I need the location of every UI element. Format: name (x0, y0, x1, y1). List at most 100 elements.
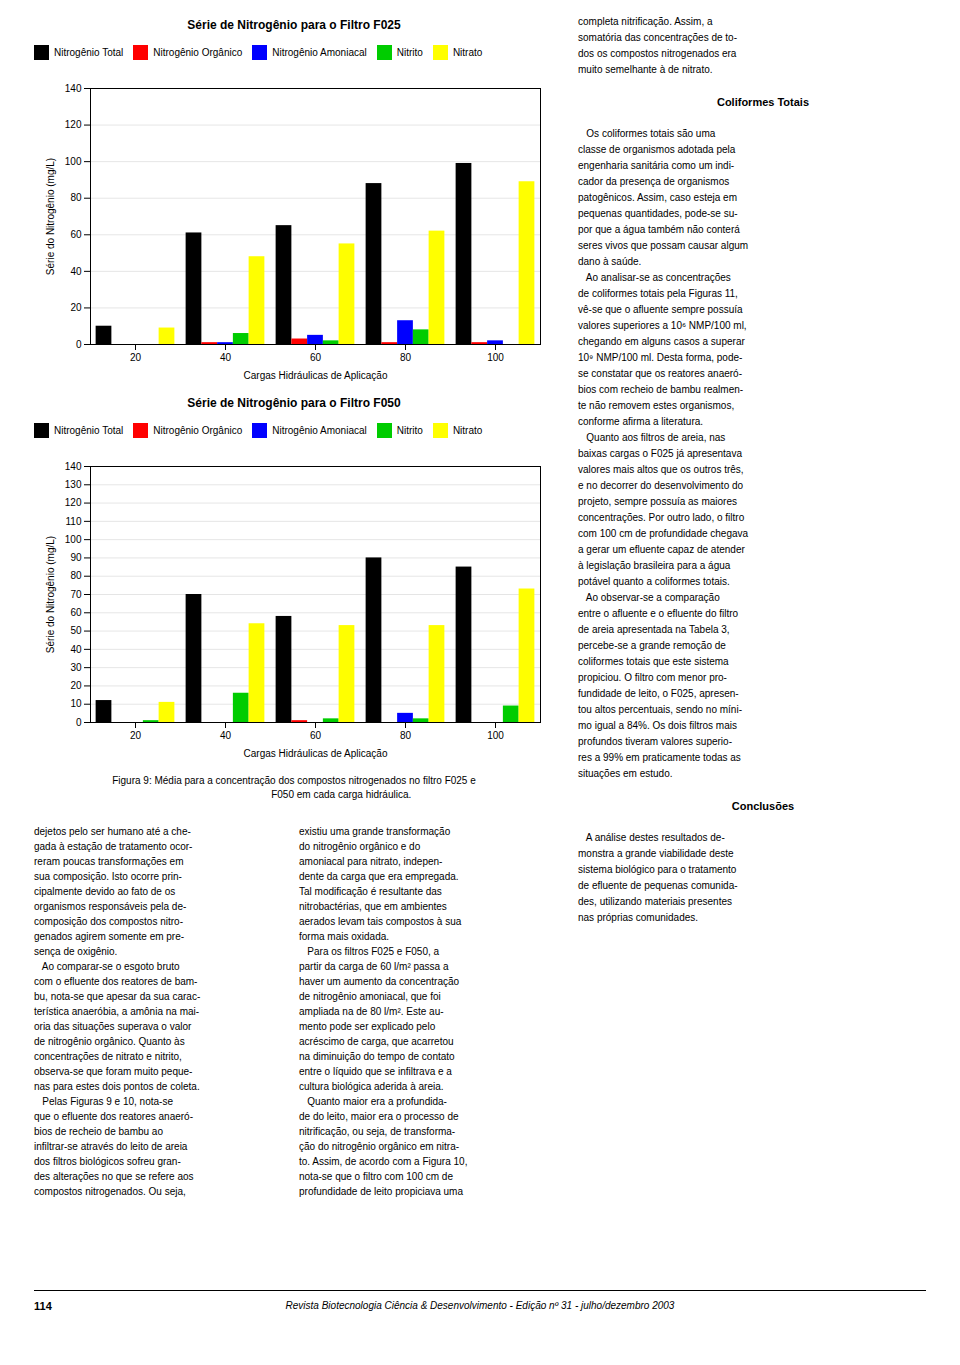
html-text:forma mais oxidada.: forma mais oxidada. (299, 931, 389, 942)
html-text:des alterações no que se refer: des alterações no que se refere aos (34, 1171, 194, 1182)
html-text:organismos responsáveis pela d: organismos responsáveis pela de- (34, 901, 187, 912)
html-text:de nitrogênio amoniacal, que f: de nitrogênio amoniacal, que foi (299, 991, 441, 1002)
html-text:dejetos pelo ser humano até a: dejetos pelo ser humano até a che- (34, 826, 191, 837)
svg-text:50: 50 (70, 625, 82, 636)
svg-text:10: 10 (70, 698, 82, 709)
html-text:acréscimo de carga, que acarre: acréscimo de carga, que acarretou (299, 1036, 454, 1047)
html-text:Nitrato: Nitrato (452, 425, 483, 436)
svg-text:100: 100 (65, 534, 82, 545)
html-text:observa-se que foram muito peq: observa-se que foram muito peque- (34, 1066, 193, 1077)
html-text:Nitrogênio Amoniacal: Nitrogênio Amoniacal (272, 47, 367, 58)
html-text:composição dos compostos nitro: composição dos compostos nitro- (34, 916, 183, 927)
svg-text:60: 60 (310, 730, 322, 741)
svg-text:20: 20 (70, 680, 82, 691)
html-text:partir da carga de 60 l/m² pas: partir da carga de 60 l/m² passa a (299, 961, 449, 972)
html-text:Coliformes Totais: Coliformes Totais (717, 96, 809, 108)
svg-text:80: 80 (70, 570, 82, 581)
html-text:cultura biológica aderida à ar: cultura biológica aderida à areia. (299, 1081, 444, 1092)
html-text:compostos nitrogenados. Ou sej: compostos nitrogenados. Ou seja, (34, 1186, 186, 1197)
svg-text:110: 110 (66, 516, 82, 527)
svg-text:40: 40 (220, 352, 232, 363)
html-text:genados agirem somente em pre-: genados agirem somente em pre- (34, 931, 185, 942)
html-text:que o efluente dos reatores an: que o efluente dos reatores anaeró- (34, 1111, 193, 1122)
html-text:ção do nitrogênio orgânico em: ção do nitrogênio orgânico em nitra- (299, 1141, 460, 1152)
html-text:Nitrogênio Amoniacal: Nitrogênio Amoniacal (272, 425, 367, 436)
html-text:entre o líquido que se infiltr: entre o líquido que se infiltrava e a (299, 1066, 452, 1077)
html-text:Nitrogênio Orgânico: Nitrogênio Orgânico (153, 47, 243, 58)
svg-text:0: 0 (76, 717, 82, 728)
svg-text:130: 130 (65, 479, 82, 490)
html-text:reram poucas transformações em: reram poucas transformações em (34, 856, 184, 867)
html-text:dente da carga que era emprega: dente da carga que era empregada. (299, 871, 459, 882)
html-text:bios de recheio de bambu ao: bios de recheio de bambu ao (34, 1126, 163, 1137)
svg-text:100: 100 (487, 352, 504, 363)
html-text:114: 114 (34, 1300, 52, 1312)
html-text:do nitrogênio orgânico e do: do nitrogênio orgânico e do (299, 841, 421, 852)
svg-text:Série do Nitrogênio (mg/L): Série do Nitrogênio (mg/L) (45, 158, 56, 275)
html-text:sua composição. Isto ocorre pr: sua composição. Isto ocorre prin- (34, 871, 182, 882)
svg-text:60: 60 (310, 352, 322, 363)
svg-text:Série do Nitrogênio (mg/L): Série do Nitrogênio (mg/L) (45, 536, 56, 653)
svg-text:80: 80 (400, 730, 412, 741)
svg-text:40: 40 (70, 266, 82, 277)
html-text:sença de oxigênio.: sença de oxigênio. (34, 946, 118, 957)
svg-text:40: 40 (220, 730, 232, 741)
svg-text:0: 0 (76, 339, 82, 350)
svg-text:60: 60 (70, 229, 82, 240)
html-text:com o efluente dos reatores de: com o efluente dos reatores de bam- (34, 976, 198, 987)
svg-text:70: 70 (70, 589, 82, 600)
html-text:haver um aumento da concentraç: haver um aumento da concentração (299, 976, 460, 987)
svg-text:120: 120 (65, 119, 82, 130)
svg-text:140: 140 (65, 461, 82, 472)
html-text:nas para estes dois pontos de: nas para estes dois pontos de coleta. (34, 1081, 200, 1092)
html-text:amoniacal para nitrato, indepe: amoniacal para nitrato, indepen- (299, 856, 443, 867)
html-text:Nitrogênio Total: Nitrogênio Total (54, 425, 124, 436)
svg-text:100: 100 (487, 730, 504, 741)
html-text:ampliada na de 80 l/m². Este a: ampliada na de 80 l/m². Este au- (299, 1006, 444, 1017)
html-text:Nitrato: Nitrato (452, 47, 483, 58)
html-text:nitrobactérias, que em ambient: nitrobactérias, que em ambientes (299, 901, 447, 912)
svg-text:120: 120 (65, 497, 82, 508)
svg-text:20: 20 (130, 730, 142, 741)
html-text:existiu uma grande transformaç: existiu uma grande transformação (299, 826, 451, 837)
svg-text:20: 20 (70, 302, 82, 313)
html-text:Pelas Figuras 9 e 10, nota-se: Pelas Figuras 9 e 10, nota-se (34, 1096, 173, 1107)
html-text:cipalmente devido ao fato de o: cipalmente devido ao fato de os (34, 886, 176, 897)
html-text:na diminuição do tempo de cont: na diminuição do tempo de contato (299, 1051, 455, 1062)
html-text:terística anaeróbia, a amônia: terística anaeróbia, a amônia na mai- (34, 1006, 200, 1017)
html-text:infiltrar-se através do leito: infiltrar-se através do leito de areia (34, 1141, 188, 1152)
svg-text:Cargas Hidráulicas de Aplicaçã: Cargas Hidráulicas de Aplicação (244, 748, 388, 759)
svg-text:80: 80 (70, 192, 82, 203)
html-text:Série de Nitrogênio para o Fil: Série de Nitrogênio para o Filtro F050 (187, 396, 401, 410)
html-text:nitrificação, ou seja, de tran: nitrificação, ou seja, de transforma- (299, 1126, 456, 1137)
svg-text:100: 100 (65, 156, 82, 167)
html-text:Nitrito: Nitrito (396, 47, 423, 58)
html-text:mento pode ser explicado pelo: mento pode ser explicado pelo (299, 1021, 436, 1032)
html-text:Figura 9: Média para a concent: Figura 9: Média para a concentração dos … (112, 775, 476, 800)
html-text:Conclusões: Conclusões (731, 800, 795, 812)
html-text:Para os filtros F025 e F050, a: Para os filtros F025 e F050, a (299, 946, 440, 957)
html-text:oria das situações superava o: oria das situações superava o valor (34, 1021, 192, 1032)
html-text:bu, nota-se que apesar da sua: bu, nota-se que apesar da sua carac- (34, 991, 201, 1002)
html-text:aerados levam tais compostos à: aerados levam tais compostos à sua (299, 916, 462, 927)
svg-text:30: 30 (70, 662, 82, 673)
html-text:Série de Nitrogênio para o Fil: Série de Nitrogênio para o Filtro F025 (187, 18, 401, 32)
html-text:Nitrogênio Total: Nitrogênio Total (54, 47, 124, 58)
html-text:gada à estação de tratamento o: gada à estação de tratamento ocor- (34, 841, 193, 852)
svg-text:60: 60 (70, 607, 82, 618)
html-text:Tal modificação é resultante d: Tal modificação é resultante das (299, 886, 442, 897)
svg-text:40: 40 (70, 644, 82, 655)
html-text:Ao comparar-se o esgoto bruto: Ao comparar-se o esgoto bruto (34, 961, 180, 972)
html-text:de do leito, maior era o proce: de do leito, maior era o processo de (299, 1111, 459, 1122)
html-text:dos filtros biológicos sofreu: dos filtros biológicos sofreu gran- (34, 1156, 181, 1167)
html-text:de nitrogênio orgânico. Quanto: de nitrogênio orgânico. Quanto às (34, 1036, 185, 1047)
html-text:Quanto maior era a profundida-: Quanto maior era a profundida- (299, 1096, 447, 1107)
html-text:concentrações de nitrato e nit: concentrações de nitrato e nitrito, (34, 1051, 182, 1062)
svg-text:140: 140 (65, 83, 82, 94)
svg-text:Cargas Hidráulicas de Aplicaçã: Cargas Hidráulicas de Aplicação (244, 370, 388, 381)
html-text:Nitrito: Nitrito (396, 425, 423, 436)
html-text:Nitrogênio Orgânico: Nitrogênio Orgânico (153, 425, 243, 436)
svg-text:20: 20 (130, 352, 142, 363)
svg-text:80: 80 (400, 352, 412, 363)
svg-text:90: 90 (70, 552, 82, 563)
